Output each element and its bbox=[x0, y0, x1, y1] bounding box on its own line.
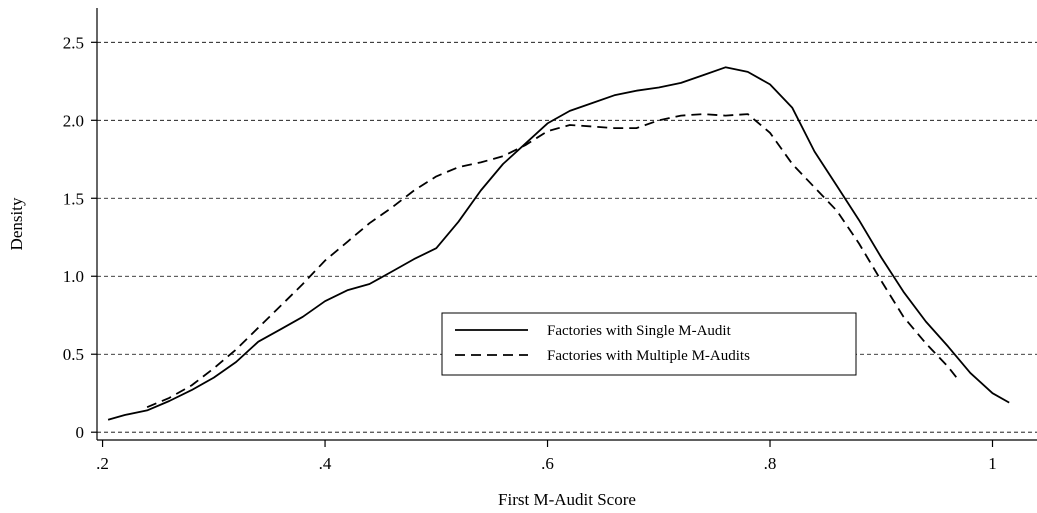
y-axis-title: Density bbox=[7, 197, 26, 250]
y-ticks: 0 0.5 1.0 1.5 2.0 2.5 bbox=[63, 33, 97, 442]
x-tick-label: .2 bbox=[96, 454, 109, 473]
x-tick-label: 1 bbox=[988, 454, 997, 473]
y-tick-label: 0 bbox=[76, 423, 85, 442]
x-tick-label: .6 bbox=[541, 454, 554, 473]
x-tick-label: .8 bbox=[764, 454, 777, 473]
y-tick-label: 1.5 bbox=[63, 189, 84, 208]
y-tick-label: 0.5 bbox=[63, 345, 84, 364]
axes bbox=[96, 8, 1037, 441]
legend-label-single: Factories with Single M-Audit bbox=[547, 323, 732, 339]
x-axis-title: First M-Audit Score bbox=[498, 490, 636, 509]
legend: Factories with Single M-Audit Factories … bbox=[441, 312, 857, 376]
series-line-single bbox=[107, 66, 1010, 421]
x-ticks: .2 .4 .6 .8 1 bbox=[96, 440, 997, 473]
series-line-multiple bbox=[146, 113, 960, 409]
y-tick-label: 2.0 bbox=[63, 111, 84, 130]
y-tick-label: 1.0 bbox=[63, 267, 84, 286]
y-tick-label: 2.5 bbox=[63, 33, 84, 52]
legend-box bbox=[441, 312, 857, 376]
x-tick-label: .4 bbox=[319, 454, 332, 473]
legend-label-multiple: Factories with Multiple M-Audits bbox=[547, 348, 750, 364]
series-lines bbox=[107, 66, 1010, 421]
